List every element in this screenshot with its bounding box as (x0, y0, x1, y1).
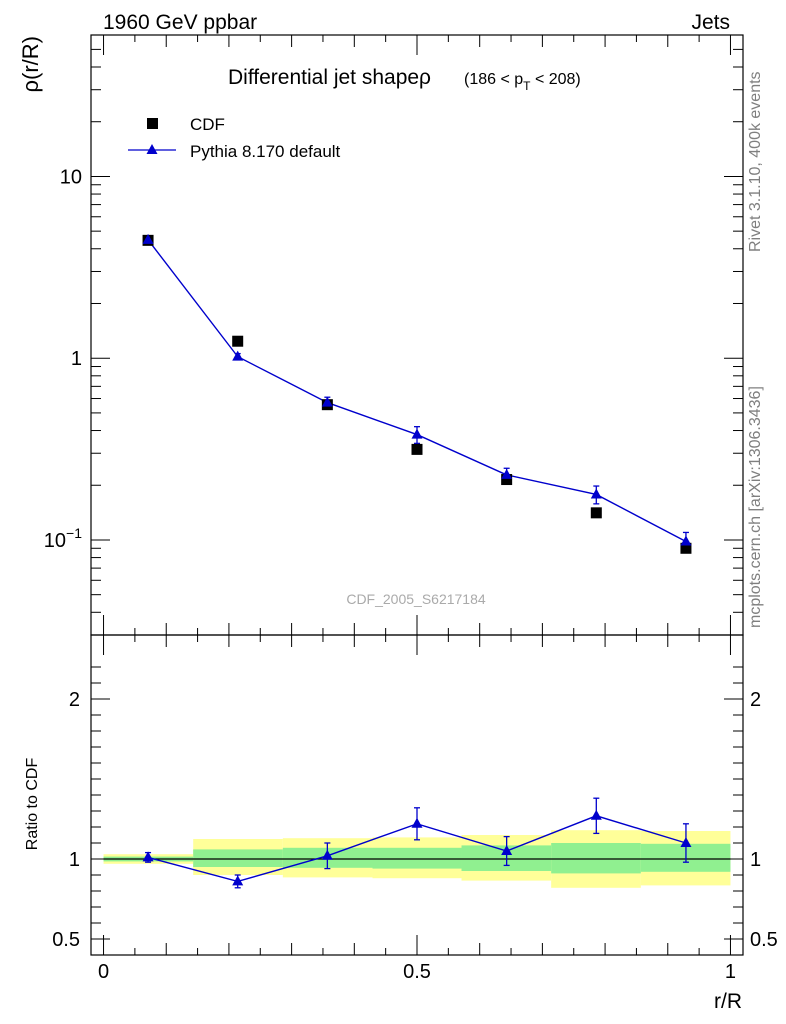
mcplots-source-label: mcplots.cern.ch [arXiv:1306.3436] (747, 386, 764, 628)
ratio-data-point (680, 837, 692, 847)
cdf-data-point (411, 443, 423, 455)
legend-pythia-label: Pythia 8.170 default (190, 142, 341, 161)
main-plot-title: Differential jet shapeρ (228, 66, 431, 89)
ratio-y-tick-label-right: 0.5 (750, 929, 778, 951)
x-tick-label: 0 (98, 961, 109, 983)
pythia-data-point (232, 350, 244, 361)
main-plot-frame (90, 34, 744, 636)
pythia-series-line (147, 239, 687, 543)
ratio-plot-panel: 0.5 0.5 1 1 2 2 0 0.5 1 Ratio to CDF r/R (24, 634, 778, 1013)
header-category-label: Jets (691, 11, 730, 34)
x-axis-label: r/R (714, 990, 742, 1013)
ratio-y-tick-label-right: 2 (750, 689, 761, 711)
cdf-data-point (680, 542, 692, 554)
ratio-y-tick-label-right: 1 (750, 849, 761, 871)
main-y-axis-label: ρ(r/R) (18, 36, 43, 93)
y-tick-label-1: 1 (71, 348, 82, 370)
rivet-version-label: Rivet 3.1.10, 400k events (747, 71, 764, 252)
ratio-inner-band (193, 849, 283, 867)
ratio-inner-band (372, 847, 462, 869)
x-tick-label: 0.5 (403, 961, 431, 983)
pythia-data-point (501, 468, 513, 479)
ratio-y-tick-label-left: 0.5 (52, 929, 80, 951)
ratio-inner-band (551, 843, 641, 874)
ratio-y-tick-label-left: 1 (69, 849, 80, 871)
legend-cdf-marker (147, 118, 158, 129)
pt-range-subscript: T (523, 79, 531, 93)
header-energy-label: 1960 GeV ppbar (103, 11, 257, 34)
legend-cdf-label: CDF (190, 115, 225, 134)
ratio-data-point (590, 809, 602, 820)
ratio-data-point (232, 875, 244, 886)
ratio-data-point (411, 817, 423, 828)
legend: CDF Pythia 8.170 default (128, 115, 341, 161)
y-tick-label-exponent: −1 (66, 525, 82, 541)
ratio-data-point (321, 849, 333, 860)
cdf-data-point (232, 335, 244, 347)
ratio-data-point (501, 845, 513, 855)
x-tick-label: 1 (725, 961, 736, 983)
pythia-data-point (411, 428, 423, 439)
cdf-data-point (501, 474, 513, 486)
cdf-data-point (590, 507, 602, 519)
main-plot-marks (142, 233, 692, 554)
pythia-data-point (590, 488, 602, 499)
ratio-plot-marks (142, 797, 692, 889)
pt-range-prefix: (186 < p (464, 71, 523, 88)
ratio-y-tick-label-left: 2 (69, 689, 80, 711)
y-tick-label-base: 10 (44, 530, 66, 552)
legend-pythia-marker (146, 144, 158, 154)
y-tick-label-10: 10 (60, 166, 82, 188)
pt-range-suffix: < 208) (531, 71, 581, 88)
ratio-y-axis-label: Ratio to CDF (24, 758, 41, 851)
ratio-plot-frame (90, 634, 744, 956)
watermark-analysis-id: CDF_2005_S6217184 (346, 591, 486, 607)
y-tick-label-0.1: 10−1 (44, 525, 82, 552)
pythia-data-point (142, 233, 154, 244)
pythia-data-point (680, 535, 692, 546)
pythia-data-point (321, 396, 333, 407)
ratio-plot-axes: 0.5 0.5 1 1 2 2 0 0.5 1 (52, 635, 778, 983)
ratio-data-point (142, 851, 154, 862)
main-plot-pt-range: (186 < pT < 208) (464, 71, 581, 93)
